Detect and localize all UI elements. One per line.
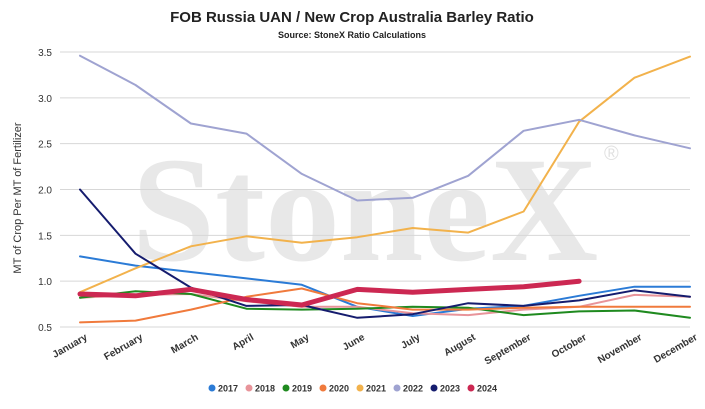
- watermark-registered-mark: ®: [604, 143, 619, 165]
- x-tick-label: January: [51, 332, 90, 361]
- legend-label: 2017: [218, 384, 238, 394]
- series-line-2019: [79, 290, 691, 319]
- series-line-2024: [77, 278, 582, 308]
- y-tick-label: 2.5: [38, 140, 52, 151]
- y-tick-label: 1.0: [38, 277, 52, 288]
- x-tick-label: June: [341, 332, 367, 353]
- legend-marker-2023: [430, 384, 438, 392]
- x-tick-label: November: [596, 332, 644, 366]
- legend-marker-2024: [467, 384, 475, 392]
- legend-label: 2019: [292, 384, 312, 394]
- y-axis-label: MT of Crop Per MT of Fertilizer: [12, 122, 24, 274]
- chart-title: FOB Russia UAN / New Crop Australia Barl…: [170, 9, 534, 26]
- legend-label: 2021: [366, 384, 386, 394]
- legend-marker-2018: [245, 384, 253, 392]
- legend-label: 2018: [255, 384, 275, 394]
- series-line-2021: [79, 55, 691, 294]
- y-tick-label: 2.0: [38, 186, 52, 197]
- x-tick-label: October: [550, 332, 589, 361]
- y-tick-label: 3.0: [38, 94, 52, 105]
- x-tick-label: July: [399, 332, 422, 352]
- x-tick-label: March: [169, 332, 200, 356]
- legend: 2017 2018 2019 2020 2021 2022 2023 2024: [208, 384, 497, 394]
- y-tick-label: 1.5: [38, 231, 52, 242]
- legend-marker-2020: [319, 384, 327, 392]
- y-axis-ticks: 0.5 1.0 1.5 2.0 2.5 3.0 3.5: [38, 48, 52, 334]
- x-tick-label: September: [483, 332, 533, 367]
- y-tick-label: 3.5: [38, 48, 52, 59]
- x-tick-label: April: [231, 332, 256, 353]
- legend-label: 2020: [329, 384, 349, 394]
- x-axis-ticks: January February March April May June July Augu…: [51, 332, 700, 368]
- legend-marker-2022: [393, 384, 401, 392]
- legend-marker-2017: [208, 384, 216, 392]
- legend-marker-2019: [282, 384, 290, 392]
- x-tick-label: December: [652, 332, 699, 366]
- chart-subtitle: Source: StoneX Ratio Calculations: [278, 30, 426, 40]
- x-tick-label: August: [442, 332, 478, 359]
- legend-label: 2023: [440, 384, 460, 394]
- y-tick-label: 0.5: [38, 323, 52, 334]
- grid: [60, 51, 690, 328]
- legend-marker-2021: [356, 384, 364, 392]
- watermark: StoneX: [132, 127, 599, 293]
- series-line-2022: [79, 54, 691, 202]
- series-line-2023: [79, 188, 691, 319]
- legend-label: 2022: [403, 384, 423, 394]
- x-tick-label: February: [102, 332, 145, 363]
- series-lines: [77, 54, 691, 324]
- series-line-2017: [79, 255, 691, 317]
- legend-label: 2024: [477, 384, 497, 394]
- x-tick-label: May: [289, 332, 312, 351]
- series-line-2020: [79, 287, 691, 324]
